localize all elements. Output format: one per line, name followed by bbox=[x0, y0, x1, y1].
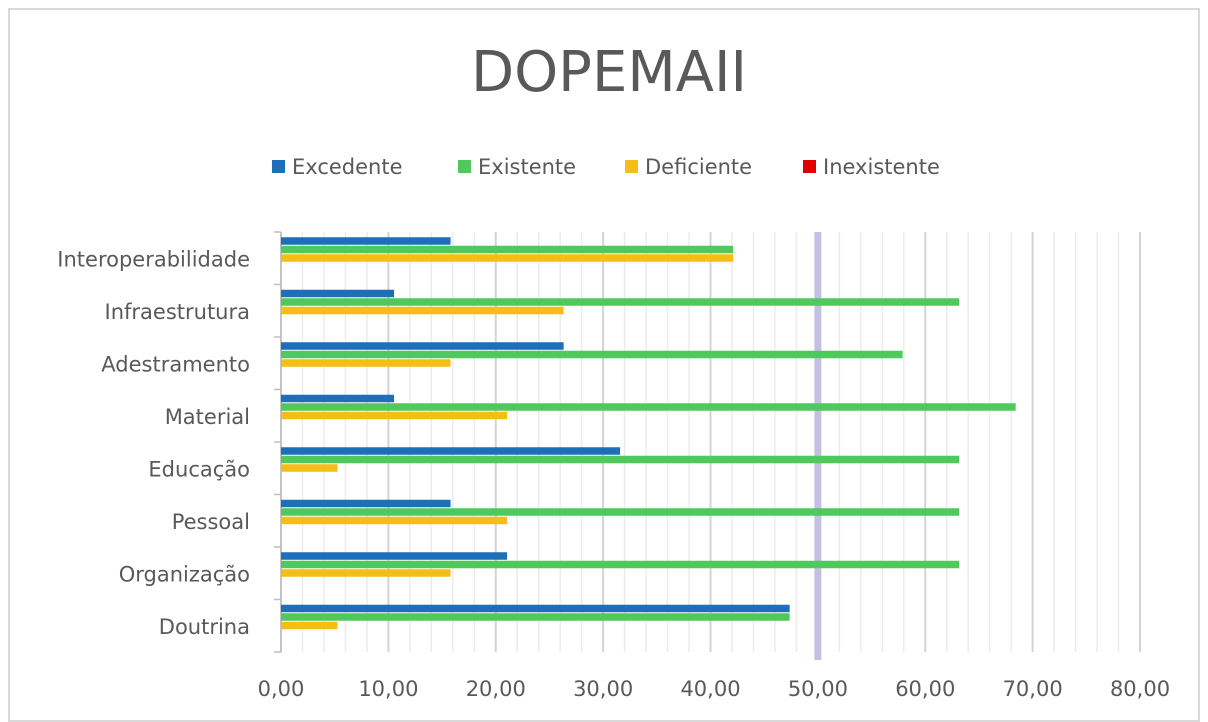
bar bbox=[281, 447, 621, 455]
bar bbox=[281, 289, 395, 298]
chart-title: DOPEMAII bbox=[471, 40, 747, 105]
bar bbox=[281, 237, 451, 245]
y-tick-label: Organização bbox=[119, 562, 250, 586]
bar bbox=[281, 560, 960, 569]
bar bbox=[281, 359, 451, 367]
y-tick-label: Interoperabilidade bbox=[57, 247, 250, 271]
bar bbox=[281, 569, 451, 577]
bar bbox=[281, 604, 790, 613]
legend-label: Deficiente bbox=[645, 155, 752, 179]
bar bbox=[281, 298, 960, 306]
x-tick-label: 60,00 bbox=[895, 677, 955, 701]
legend-label: Inexistente bbox=[823, 155, 940, 179]
y-tick-label: Material bbox=[165, 405, 250, 429]
y-tick-label: Educação bbox=[148, 457, 250, 481]
x-tick-label: 70,00 bbox=[1003, 677, 1063, 701]
bar bbox=[281, 516, 508, 525]
x-tick-label: 50,00 bbox=[788, 677, 848, 701]
legend-swatch bbox=[458, 160, 471, 173]
legend-swatch bbox=[803, 160, 816, 173]
bar bbox=[281, 254, 734, 262]
bar bbox=[281, 245, 734, 254]
x-tick-label: 40,00 bbox=[680, 677, 740, 701]
bar bbox=[281, 613, 790, 621]
y-tick-label: Infraestrutura bbox=[105, 300, 250, 324]
x-tick-label: 0,00 bbox=[258, 677, 305, 701]
bar bbox=[281, 350, 903, 359]
x-tick-label: 10,00 bbox=[358, 677, 418, 701]
bar bbox=[281, 394, 395, 403]
bar bbox=[281, 403, 1016, 411]
x-tick-label: 30,00 bbox=[573, 677, 633, 701]
y-tick-label: Adestramento bbox=[101, 352, 250, 376]
y-tick-label: Doutrina bbox=[159, 615, 250, 639]
x-tick-label: 80,00 bbox=[1110, 677, 1170, 701]
bar bbox=[281, 411, 508, 420]
bar bbox=[281, 342, 564, 350]
legend-swatch bbox=[272, 160, 285, 173]
bar bbox=[281, 499, 451, 508]
legend-swatch bbox=[625, 160, 638, 173]
legend-label: Excedente bbox=[292, 155, 403, 179]
bar bbox=[281, 621, 338, 630]
bar bbox=[281, 464, 338, 472]
bar bbox=[281, 508, 960, 516]
x-tick-label: 20,00 bbox=[466, 677, 526, 701]
bar bbox=[281, 552, 508, 560]
legend-label: Existente bbox=[478, 155, 576, 179]
bar bbox=[281, 306, 564, 315]
bar bbox=[281, 455, 960, 464]
y-tick-label: Pessoal bbox=[172, 510, 250, 534]
